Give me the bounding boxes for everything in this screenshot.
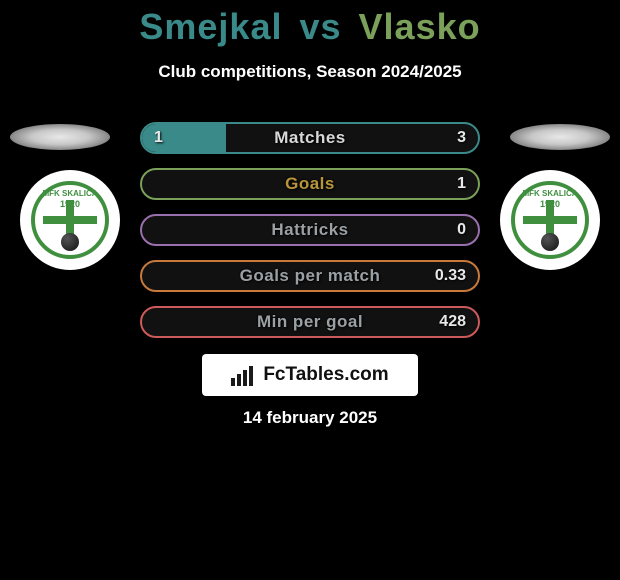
player1-name: Smejkal bbox=[139, 6, 282, 47]
page-title: Smejkal vs Vlasko bbox=[0, 0, 620, 48]
stat-label: Goals bbox=[142, 170, 478, 198]
bar-chart-icon bbox=[231, 364, 257, 386]
ball-icon bbox=[541, 233, 559, 251]
brand-rest: Tables.com bbox=[286, 364, 389, 385]
stats-container: 1 Matches 3 Goals 1 Hattricks 0 Goals pe… bbox=[140, 122, 480, 352]
stat-right-value: 3 bbox=[445, 124, 478, 152]
club-badge-right: MFK SKALICA 1920 bbox=[500, 170, 600, 270]
stat-row-goals-per-match: Goals per match 0.33 bbox=[140, 260, 480, 292]
club-right-name: MFK SKALICA bbox=[522, 189, 577, 198]
brand-badge: FcTables.com bbox=[202, 354, 418, 396]
brand-text: FcTables.com bbox=[263, 364, 388, 386]
club-left-name: MFK SKALICA bbox=[42, 189, 97, 198]
date-label: 14 february 2025 bbox=[0, 408, 620, 428]
stat-row-min-per-goal: Min per goal 428 bbox=[140, 306, 480, 338]
ball-icon bbox=[61, 233, 79, 251]
subtitle: Club competitions, Season 2024/2025 bbox=[0, 62, 620, 82]
stat-label: Matches bbox=[142, 124, 478, 152]
player2-name: Vlasko bbox=[359, 6, 481, 47]
avatar-placeholder-left bbox=[10, 124, 110, 150]
stat-label: Hattricks bbox=[142, 216, 478, 244]
club-badge-right-inner: MFK SKALICA 1920 bbox=[511, 181, 589, 259]
stat-row-matches: 1 Matches 3 bbox=[140, 122, 480, 154]
vs-label: vs bbox=[299, 6, 341, 47]
stat-row-hattricks: Hattricks 0 bbox=[140, 214, 480, 246]
stat-right-value: 1 bbox=[445, 170, 478, 198]
avatar-placeholder-right bbox=[510, 124, 610, 150]
club-badge-left-inner: MFK SKALICA 1920 bbox=[31, 181, 109, 259]
club-badge-left: MFK SKALICA 1920 bbox=[20, 170, 120, 270]
stat-right-value: 0.33 bbox=[423, 262, 478, 290]
stat-row-goals: Goals 1 bbox=[140, 168, 480, 200]
stat-right-value: 428 bbox=[427, 308, 478, 336]
infographic-canvas: Smejkal vs Vlasko Club competitions, Sea… bbox=[0, 0, 620, 580]
stat-right-value: 0 bbox=[445, 216, 478, 244]
brand-fc: Fc bbox=[263, 364, 285, 385]
